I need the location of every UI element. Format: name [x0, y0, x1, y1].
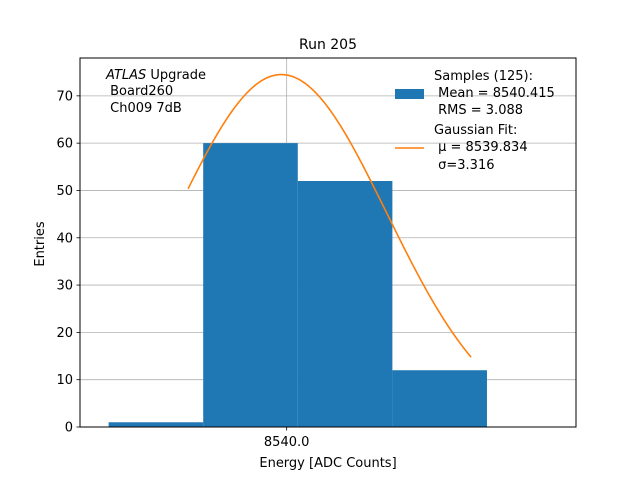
legend-fit-sigma: σ=3.316 — [434, 158, 494, 173]
y-axis-label: Entries — [33, 221, 48, 267]
legend-histogram-mean: Mean = 8540.415 — [434, 86, 555, 101]
y-axis-ticks: 0 10 20 30 40 50 60 70 — [56, 89, 80, 436]
histogram-bar — [108, 422, 204, 427]
plot-frame — [79, 57, 577, 428]
x-tick-label: 8540.0 — [264, 435, 310, 450]
legend-fit-name: Gaussian Fit: — [434, 123, 517, 138]
channel-label: Ch009 7dB — [106, 101, 182, 116]
legend-fit-mu: μ = 8539.834 — [434, 140, 528, 155]
board-label: Board260 — [106, 84, 173, 99]
y-tick-label: 50 — [56, 184, 73, 199]
y-tick-label: 30 — [56, 279, 73, 294]
svg-text:ATLAS Upgrade: ATLAS Upgrade — [105, 68, 206, 83]
legend-histogram-swatch — [395, 89, 424, 99]
atlas-label: ATLAS — [105, 68, 146, 83]
atlas-annotation: ATLAS Upgrade Board260 Ch009 7dB — [105, 68, 206, 116]
legend-histogram-rms: RMS = 3.088 — [434, 103, 523, 118]
upgrade-label: Upgrade — [146, 68, 206, 83]
legend-histogram-name: Samples (125): — [434, 69, 533, 84]
y-tick-label: 70 — [56, 89, 73, 104]
gaussian-fit-curve — [187, 73, 472, 358]
x-axis-ticks: 8540.0 — [264, 427, 310, 450]
histogram-bar — [203, 143, 298, 427]
x-axis-label: Energy [ADC Counts] — [259, 456, 396, 471]
legend: Samples (125): Mean = 8540.415 RMS = 3.0… — [395, 69, 555, 173]
histogram-bar — [297, 181, 393, 427]
y-tick-label: 20 — [56, 326, 73, 341]
histogram-bar — [392, 370, 487, 427]
y-tick-label: 0 — [65, 421, 73, 436]
histogram-bars — [108, 143, 487, 427]
y-tick-label: 10 — [56, 373, 73, 388]
fit-curve-layer — [187, 73, 472, 358]
chart-title: Run 205 — [299, 37, 357, 53]
y-tick-label: 60 — [56, 137, 73, 152]
y-tick-label: 40 — [56, 231, 73, 246]
